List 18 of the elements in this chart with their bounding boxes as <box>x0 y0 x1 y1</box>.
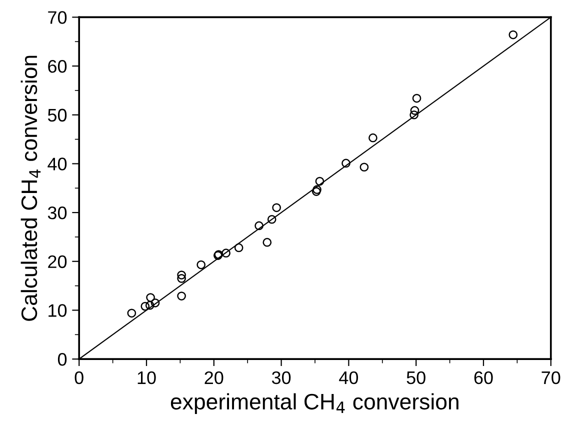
y-tick-label: 0 <box>58 352 67 366</box>
x-axis-title: experimental CH$_{4}$ conversion <box>170 393 458 414</box>
y-axis-title: Calculated CH$_{4}$ conversion <box>20 56 41 321</box>
y-tick-label: 20 <box>48 255 67 268</box>
x-tick-label: 70 <box>542 371 560 384</box>
y-tick-label: 30 <box>48 206 67 220</box>
x-tick-label: 20 <box>204 371 224 384</box>
x-tick-label: 50 <box>406 371 426 384</box>
y-tick-label: 70 <box>48 11 67 24</box>
x-tick-label: 30 <box>272 371 291 384</box>
x-tick-label: 10 <box>138 371 156 384</box>
x-tick-label: 40 <box>339 371 358 384</box>
x-tick-label: 60 <box>474 371 493 384</box>
y-tick-label: 40 <box>48 158 67 170</box>
y-tick-label: 50 <box>48 108 67 122</box>
y-tick-label: 60 <box>48 60 67 73</box>
y-tick-label: 10 <box>48 304 67 317</box>
x-tick-label: 0 <box>74 371 84 384</box>
